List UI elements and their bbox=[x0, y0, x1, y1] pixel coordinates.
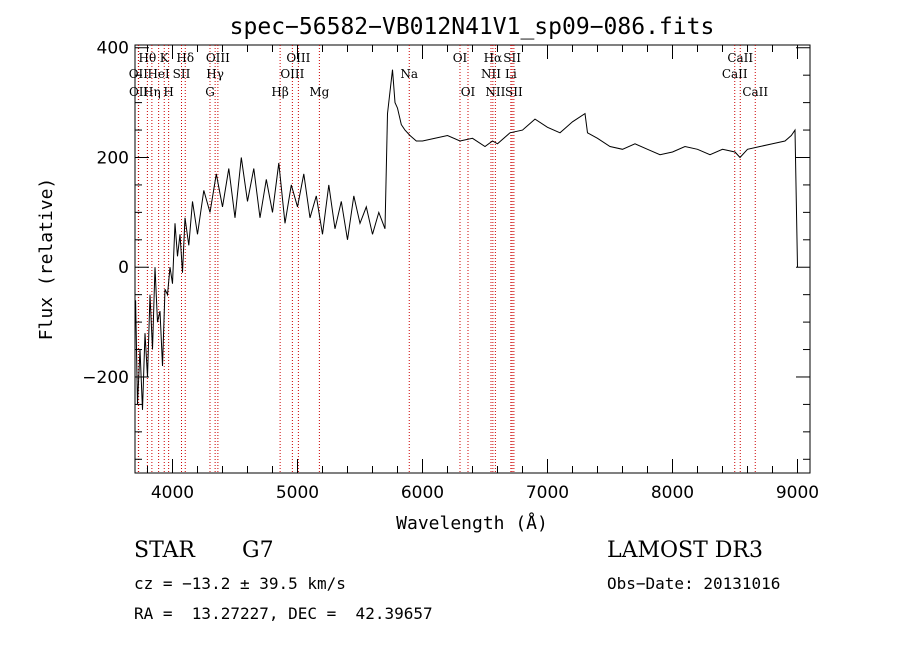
x-tick-label: 5000 bbox=[276, 483, 319, 503]
y-tick-label: 400 bbox=[97, 39, 129, 59]
line-label: Hη bbox=[143, 85, 161, 99]
line-label: K bbox=[160, 51, 170, 65]
line-label: OI bbox=[461, 85, 476, 99]
line-label: OIII bbox=[206, 51, 230, 65]
line-label: OI bbox=[453, 51, 468, 65]
line-label: Na bbox=[400, 67, 418, 81]
line-label: OII bbox=[129, 85, 149, 99]
spectral-line-labels: OIIOIIHθHηHeIKHSIIHδGHγOIIIHβOIIIOIIIMgN… bbox=[129, 51, 769, 99]
line-label: Hβ bbox=[271, 85, 288, 99]
x-tick-label: 9000 bbox=[776, 483, 819, 503]
object-class: STAR bbox=[134, 538, 195, 563]
line-label: Hδ bbox=[176, 51, 194, 65]
axis-ticks bbox=[135, 45, 810, 473]
line-label: CaII bbox=[722, 67, 748, 81]
x-tick-label: 7000 bbox=[526, 483, 569, 503]
plot-frame bbox=[134, 44, 811, 474]
line-label: SII bbox=[505, 85, 523, 99]
line-label: OIII bbox=[280, 67, 304, 81]
line-label: CaII bbox=[742, 85, 768, 99]
x-tick-label: 4000 bbox=[151, 483, 194, 503]
line-label: Li bbox=[505, 67, 517, 81]
line-label: H bbox=[163, 85, 173, 99]
y-tick-label: −200 bbox=[82, 368, 129, 388]
line-label: Hγ bbox=[206, 67, 224, 81]
line-label: Hα bbox=[484, 51, 503, 65]
coordinates-readout: RA = 13.27227, DEC = 42.39657 bbox=[134, 604, 433, 623]
line-label: SII bbox=[173, 67, 191, 81]
line-label: G bbox=[205, 85, 215, 99]
line-label: OII bbox=[129, 67, 149, 81]
line-label: Mg bbox=[309, 85, 329, 99]
spectral-line-markers bbox=[137, 45, 756, 473]
y-axis-label: Flux (relative) bbox=[36, 178, 57, 341]
x-tick-labels: 4000 5000 6000 7000 8000 9000 bbox=[151, 483, 819, 503]
line-label: HeI bbox=[147, 67, 170, 81]
line-label: NII bbox=[485, 85, 505, 99]
y-tick-labels: −200 0 200 400 bbox=[82, 39, 129, 388]
line-label: SII bbox=[503, 51, 521, 65]
line-label: CaII bbox=[727, 51, 753, 65]
x-axis-label: Wavelength (Å) bbox=[396, 512, 548, 534]
y-tick-label: 200 bbox=[97, 148, 129, 168]
chart-title: spec−56582−VB012N41V1_sp09−086.fits bbox=[230, 14, 715, 40]
line-label: Hθ bbox=[139, 51, 157, 65]
observation-date: Obs−Date: 20131016 bbox=[607, 574, 781, 593]
redshift-readout: cz = −13.2 ± 39.5 km/s bbox=[134, 574, 346, 593]
y-tick-label: 0 bbox=[118, 258, 129, 278]
line-label: OIII bbox=[286, 51, 310, 65]
spectrum-series-line bbox=[135, 69, 798, 410]
object-subclass: G7 bbox=[242, 538, 274, 563]
x-tick-label: 8000 bbox=[651, 483, 694, 503]
line-label: NII bbox=[481, 67, 501, 81]
x-tick-label: 6000 bbox=[401, 483, 444, 503]
survey-label: LAMOST DR3 bbox=[607, 538, 763, 563]
